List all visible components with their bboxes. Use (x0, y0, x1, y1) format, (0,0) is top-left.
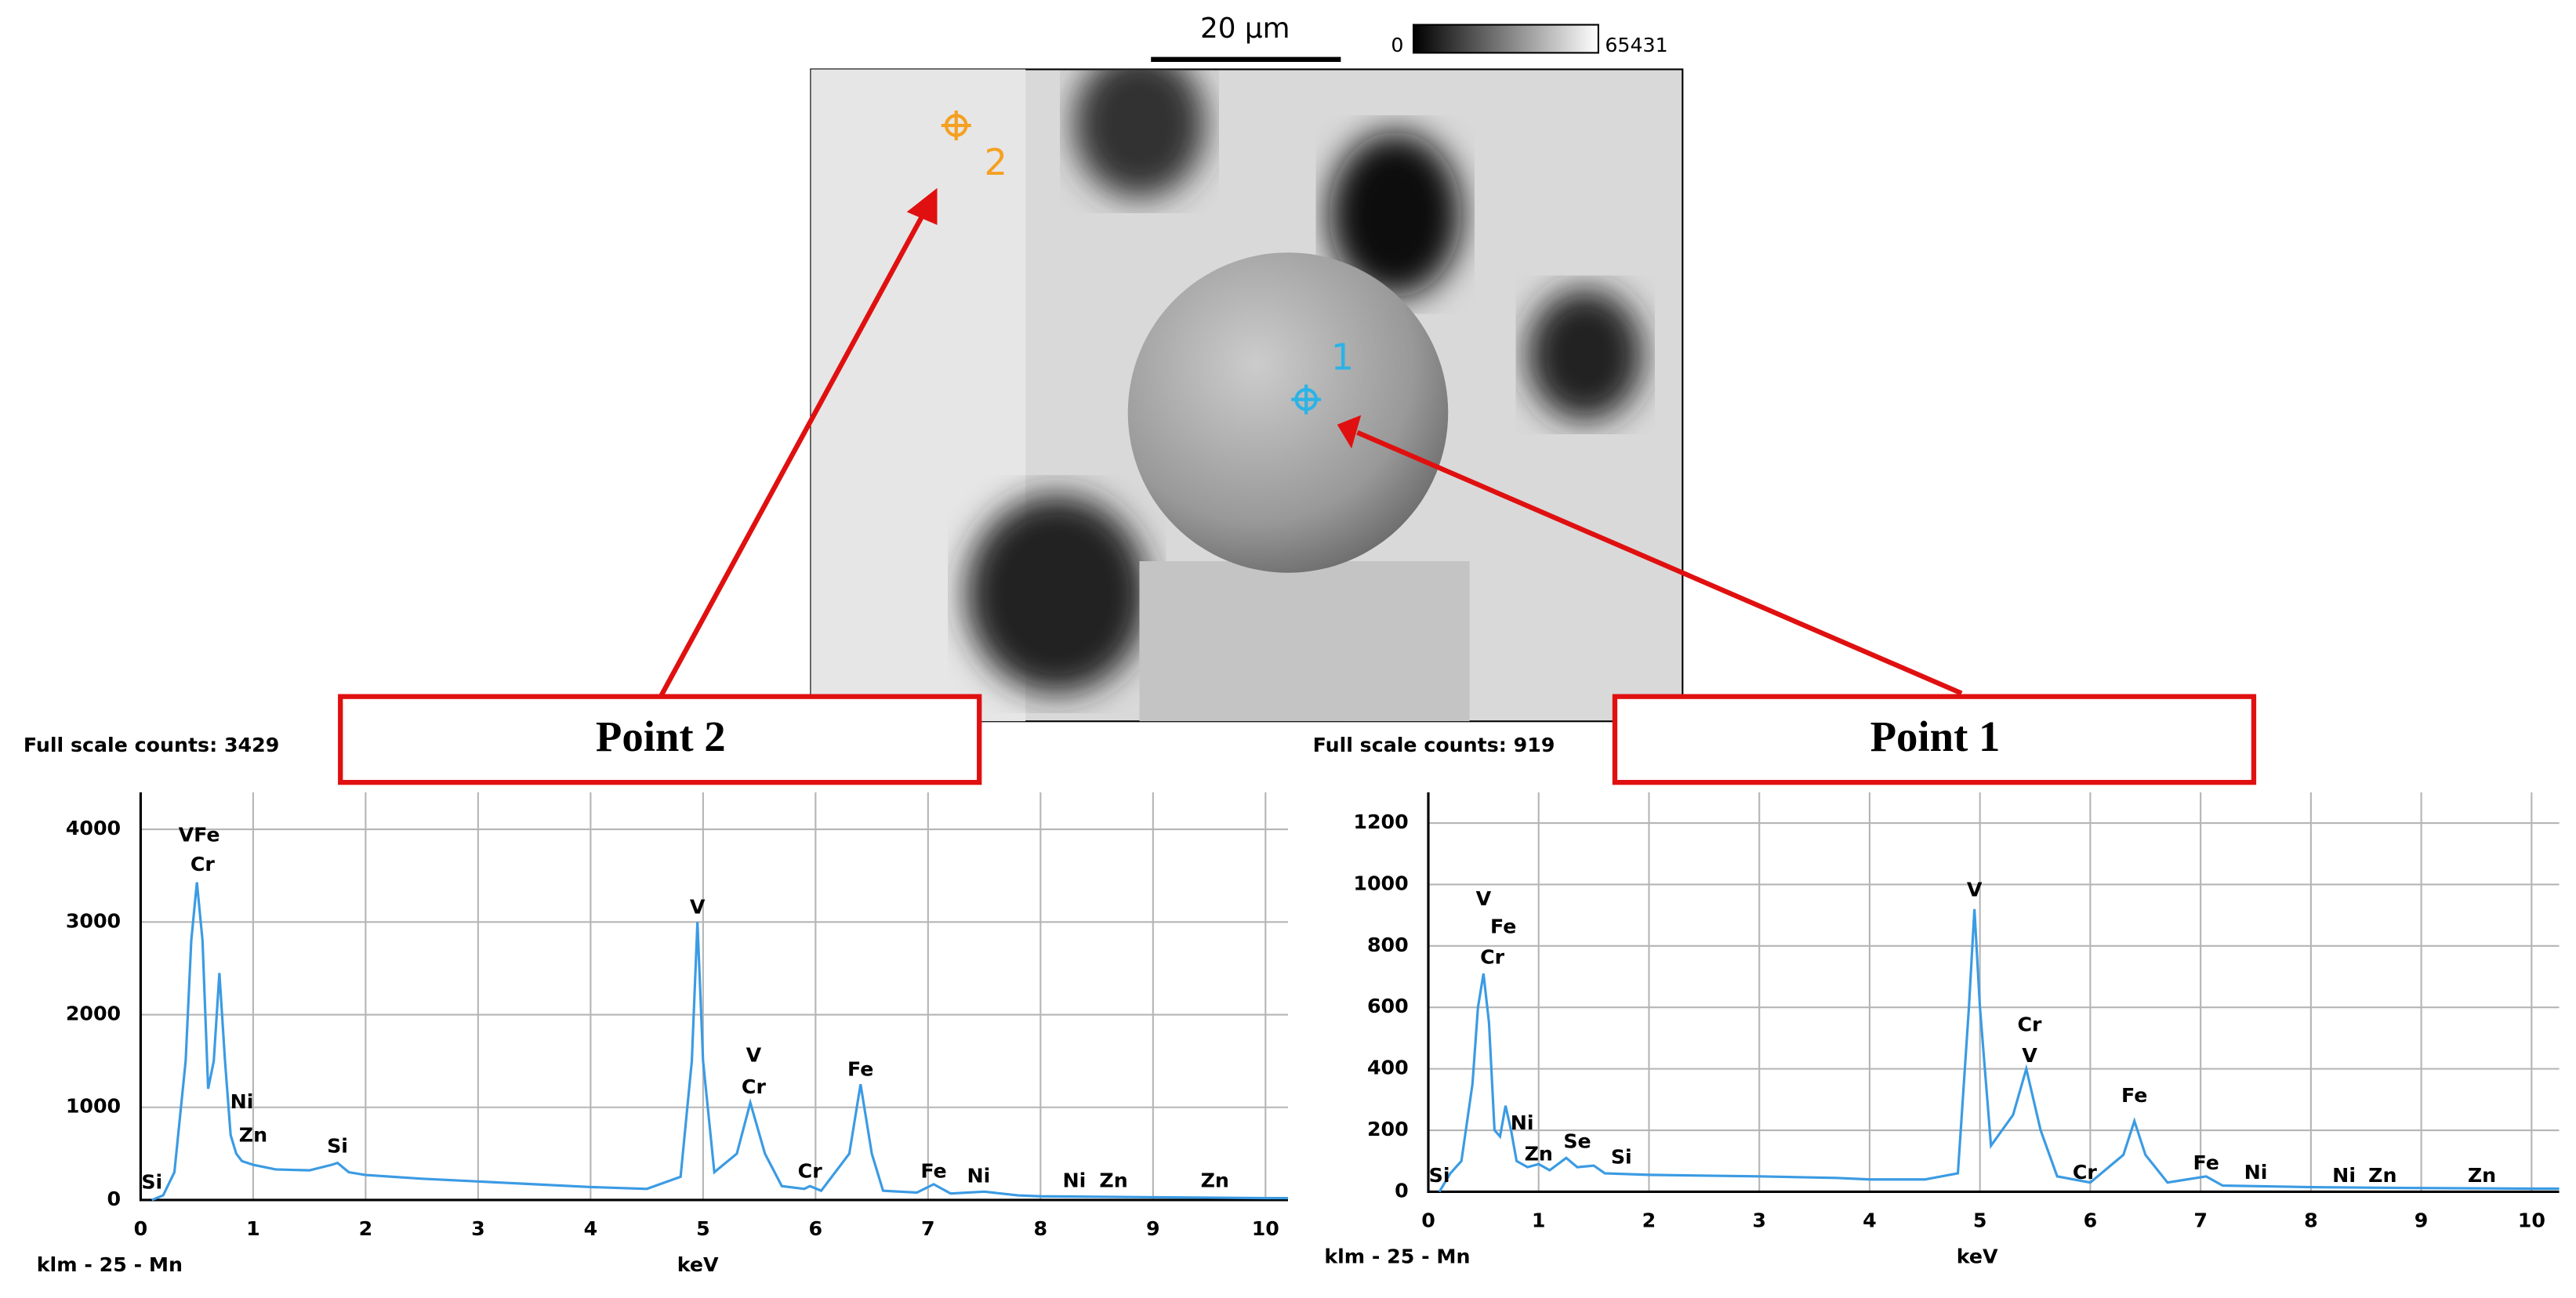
x-tick-label: 6 (809, 1217, 823, 1240)
peak-label: Zn (2468, 1164, 2496, 1187)
peak-label: Zn (2368, 1164, 2396, 1187)
point-cross (941, 111, 971, 140)
point-cross (1291, 384, 1322, 415)
peak-label: Cr (190, 853, 216, 876)
x-tick-label: 8 (1034, 1217, 1048, 1240)
callout-label: Point 1 (1870, 712, 2001, 760)
y-tick-label: 2000 (66, 1003, 121, 1025)
peak-label: Zn (1201, 1169, 1229, 1191)
peak-label: Fe (2121, 1084, 2147, 1107)
x-tick-label: 2 (359, 1217, 373, 1240)
x-tick-label: 4 (1863, 1209, 1877, 1231)
x-tick-label: 7 (2193, 1209, 2208, 1231)
peak-label: Fe (847, 1057, 873, 1080)
peak-label: Cr (1480, 946, 1505, 969)
colorbar-max: 65431 (1605, 34, 1667, 56)
peak-label: V (1476, 887, 1492, 910)
peak-label: Si (141, 1171, 162, 1194)
callout-label: Point 2 (596, 712, 726, 760)
peak-label: V (746, 1044, 762, 1067)
x-tick-label: 1 (246, 1217, 260, 1240)
y-tick-label: 1200 (1353, 810, 1408, 833)
point-label: 2 (985, 141, 1007, 183)
y-tick-label: 200 (1367, 1118, 1409, 1140)
peak-label: V (2022, 1044, 2037, 1067)
peak-label: Se (1563, 1130, 1591, 1153)
peak-label: Zn (1099, 1169, 1127, 1191)
peak-label: VFe (179, 823, 220, 846)
x-tick-label: 9 (2415, 1209, 2429, 1231)
spectrum-line (1438, 908, 2560, 1193)
peak-label: Ni (2244, 1161, 2268, 1184)
y-tick-label: 0 (107, 1187, 122, 1210)
y-tick-label: 1000 (1353, 872, 1408, 894)
peak-label: Zn (239, 1123, 267, 1146)
point-label: 1 (1331, 336, 1354, 379)
subtitle: Full scale counts: 919 (1313, 734, 1555, 756)
peak-label: Si (1429, 1164, 1450, 1187)
x-tick-label: 9 (1146, 1217, 1160, 1240)
x-tick-label: 8 (2304, 1209, 2318, 1231)
peak-label: Ni (230, 1090, 254, 1113)
peak-label: Cr (2073, 1161, 2098, 1184)
peak-label: Fe (1490, 915, 1516, 937)
x-tick-label: 2 (1642, 1209, 1656, 1231)
x-tick-label: 3 (1752, 1209, 1766, 1231)
peak-label: Cr (2017, 1013, 2042, 1036)
spectrum-line (151, 882, 1288, 1202)
peak-label: V (690, 896, 706, 919)
x-tick-label: 0 (1421, 1209, 1435, 1231)
x-tick-label: 7 (921, 1217, 935, 1240)
arrows (658, 187, 1963, 698)
scale-bar-label: 20 µm (1200, 13, 1290, 45)
y-tick-label: 400 (1367, 1057, 1409, 1079)
y-tick-label: 3000 (66, 909, 121, 932)
peak-label: Zn (1525, 1142, 1553, 1165)
callout-box (338, 694, 982, 785)
peak-label: Cr (742, 1075, 767, 1098)
x-tick-label: 0 (134, 1217, 148, 1240)
note: klm - 25 - Mn (1324, 1245, 1470, 1268)
peak-label: Si (327, 1135, 348, 1158)
y-tick-label: 800 (1367, 934, 1409, 956)
x-tick-label: 4 (584, 1217, 598, 1240)
peak-label: Cr (798, 1160, 823, 1183)
peak-label: Ni (967, 1164, 991, 1187)
axis (1427, 792, 2560, 1194)
peak-label: V (1967, 878, 1983, 901)
callout-box (1612, 694, 2257, 785)
x-axis-label: keV (1957, 1245, 1998, 1268)
x-tick-label: 10 (1252, 1217, 1279, 1240)
peak-label: Ni (2332, 1164, 2356, 1187)
x-tick-label: 5 (1973, 1209, 1987, 1231)
x-tick-label: 6 (2084, 1209, 2098, 1231)
sem-image (810, 68, 1684, 723)
peak-label: Fe (2193, 1151, 2219, 1174)
x-tick-label: 10 (2518, 1209, 2545, 1231)
x-axis-label: keV (677, 1253, 719, 1276)
x-tick-label: 3 (471, 1217, 485, 1240)
peak-label: Fe (920, 1160, 946, 1183)
x-tick-label: 1 (1532, 1209, 1546, 1231)
peak-label: Ni (1511, 1111, 1534, 1134)
peak-label: Ni (1062, 1169, 1086, 1191)
y-tick-label: 600 (1367, 995, 1409, 1017)
x-tick-label: 5 (696, 1217, 710, 1240)
axis (139, 792, 1288, 1202)
note: klm - 25 - Mn (37, 1253, 183, 1276)
subtitle: Full scale counts: 3429 (24, 734, 279, 756)
y-tick-label: 4000 (66, 817, 121, 839)
colorbar-min: 0 (1391, 34, 1403, 56)
peak-label: Si (1611, 1145, 1632, 1168)
y-tick-label: 0 (1395, 1179, 1409, 1202)
colorbar (1412, 24, 1599, 54)
y-tick-label: 1000 (66, 1095, 121, 1118)
